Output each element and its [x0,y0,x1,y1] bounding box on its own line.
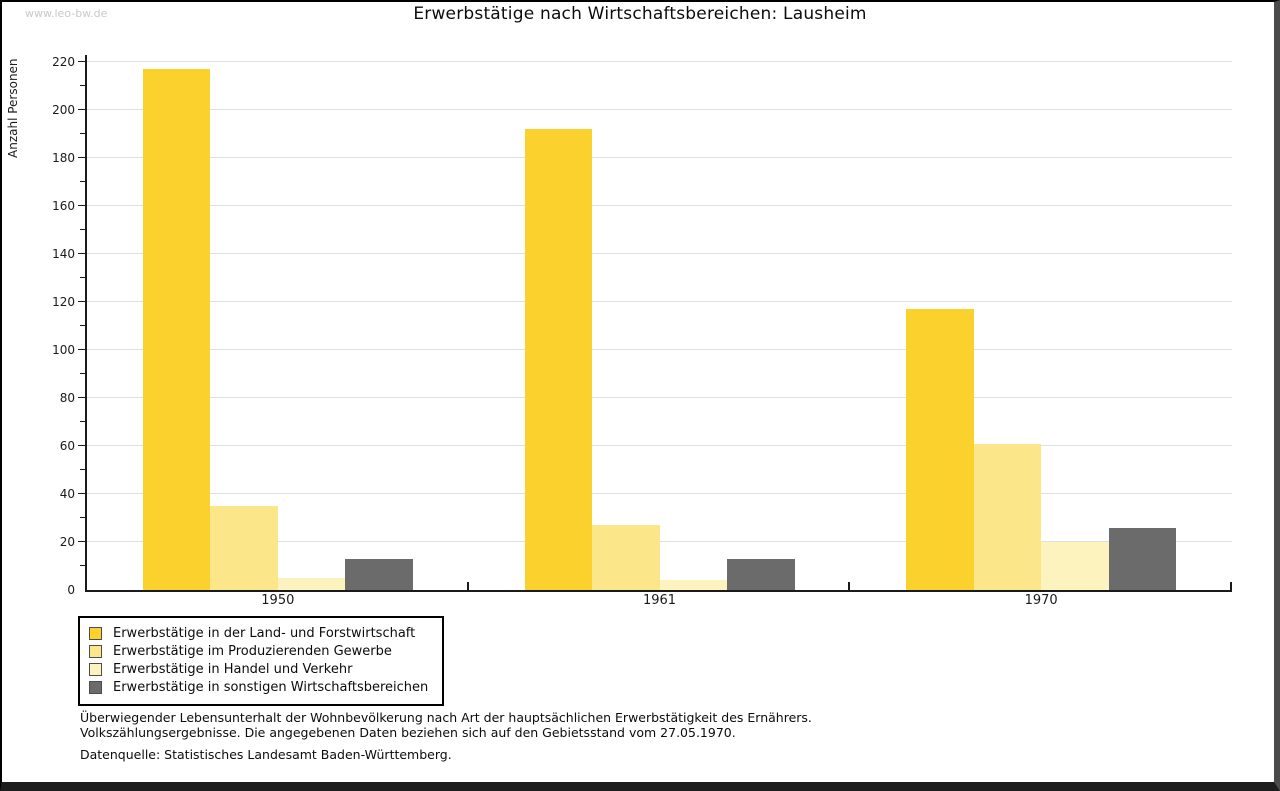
y-tick-label-160: 160 [52,199,75,213]
y-major-tick-40 [78,493,85,494]
x-boundary-tick-3 [1230,582,1232,590]
y-tick-label-80: 80 [59,391,75,405]
y-tick-label-120: 120 [52,295,75,309]
legend-label: Erwerbstätige in Handel und Verkehr [113,662,353,677]
bar-1970-series-3 [1041,542,1109,590]
legend-item-3: Erwerbstätige in Handel und Verkehr [89,662,428,677]
y-major-tick-200 [78,109,85,110]
y-major-tick-180 [78,157,85,158]
y-major-tick-120 [78,301,85,302]
bar-1970-series-2 [973,443,1042,590]
y-major-tick-60 [78,445,85,446]
bar-1950-series-1 [142,69,211,590]
bar-1961-series-4 [727,558,795,590]
y-tick-label-100: 100 [52,343,75,357]
plot-area: 0 20 40 60 80 100 120 140 160 180 200 220 1950 1961 19… [52,55,1232,608]
gridline-y-140 [87,253,1232,254]
y-minor-tick-70 [80,421,85,422]
y-minor-tick-170 [80,181,85,182]
legend-item-2: Erwerbstätige im Produzierenden Gewerbe [89,644,428,659]
gridline-y-100 [87,349,1232,350]
y-minor-tick-130 [80,277,85,278]
y-tick-label-60: 60 [59,439,75,453]
footnote-text: Überwiegender Lebensunterhalt der Wohnbe… [80,710,812,740]
chart-title: Erwerbstätige nach Wirtschaftsbereichen:… [413,4,867,24]
gridline-y-40 [87,493,1232,494]
x-category-label-1950: 1950 [261,593,295,608]
legend-label: Erwerbstätige in der Land- und Forstwirt… [113,626,416,641]
legend-swatch-icon [89,663,102,676]
y-tick-label-20: 20 [59,535,75,549]
legend-item-1: Erwerbstätige in der Land- und Forstwirt… [89,626,428,641]
footnote-line-1: Überwiegender Lebensunterhalt der Wohnbe… [80,710,812,725]
bar-1961-series-3 [659,580,727,590]
data-source-text: Datenquelle: Statistisches Landesamt Bad… [80,747,452,762]
bar-1970-series-4 [1108,527,1177,590]
legend-swatch-icon [89,681,102,694]
y-minor-tick-30 [80,517,85,518]
watermark-url: www.leo-bw.de [25,7,108,20]
y-tick-label-180: 180 [52,151,75,165]
bar-1961-series-1 [524,129,592,590]
gridline-y-80 [87,397,1232,398]
y-major-tick-140 [78,253,85,254]
y-major-tick-220 [78,61,85,62]
gridline-y-180 [87,157,1232,158]
gridline-y-200 [87,109,1232,110]
bar-1950-series-3 [277,578,346,590]
y-tick-label-0: 0 [67,583,75,597]
legend-label: Erwerbstätige in sonstigen Wirtschaftsbe… [113,680,429,695]
x-category-label-1970: 1970 [1024,593,1058,608]
y-tick-label-220: 220 [52,55,75,69]
footnote-line-2: Volkszählungsergebnisse. Die angegebenen… [80,725,736,740]
y-minor-tick-190 [80,133,85,134]
gridline-y-20 [87,541,1232,542]
legend-label: Erwerbstätige im Produzierenden Gewerbe [113,644,392,659]
y-minor-tick-50 [80,469,85,470]
legend-swatch-icon [89,627,102,640]
legend-swatch-icon [89,645,102,658]
y-minor-tick-150 [80,229,85,230]
y-axis-title: Anzahl Personen [6,58,20,158]
gridline-y-60 [87,445,1232,446]
y-minor-tick-90 [80,373,85,374]
gridline-y-120 [87,301,1232,302]
x-category-label-1961: 1961 [642,593,677,608]
y-tick-label-40: 40 [59,487,75,501]
y-major-tick-160 [78,205,85,206]
y-tick-label-200: 200 [52,103,75,117]
y-tick-label-140: 140 [52,247,75,261]
y-minor-tick-10 [80,565,85,566]
x-boundary-tick-2 [848,582,851,590]
y-minor-tick-210 [80,85,85,86]
gridline-y-220 [87,61,1232,62]
bar-1950-series-2 [210,506,278,590]
bar-1970-series-1 [906,309,974,590]
x-boundary-tick-1 [466,582,469,590]
bar-1950-series-4 [345,558,413,590]
y-major-tick-100 [78,349,85,350]
legend-item-4: Erwerbstätige in sonstigen Wirtschaftsbe… [89,680,428,695]
legend-box: Erwerbstätige in der Land- und Forstwirt… [78,616,445,706]
y-major-tick-20 [78,541,85,542]
y-major-tick-80 [78,397,85,398]
bar-1961-series-2 [592,525,660,590]
y-minor-tick-110 [80,325,85,326]
gridline-y-160 [87,205,1232,206]
